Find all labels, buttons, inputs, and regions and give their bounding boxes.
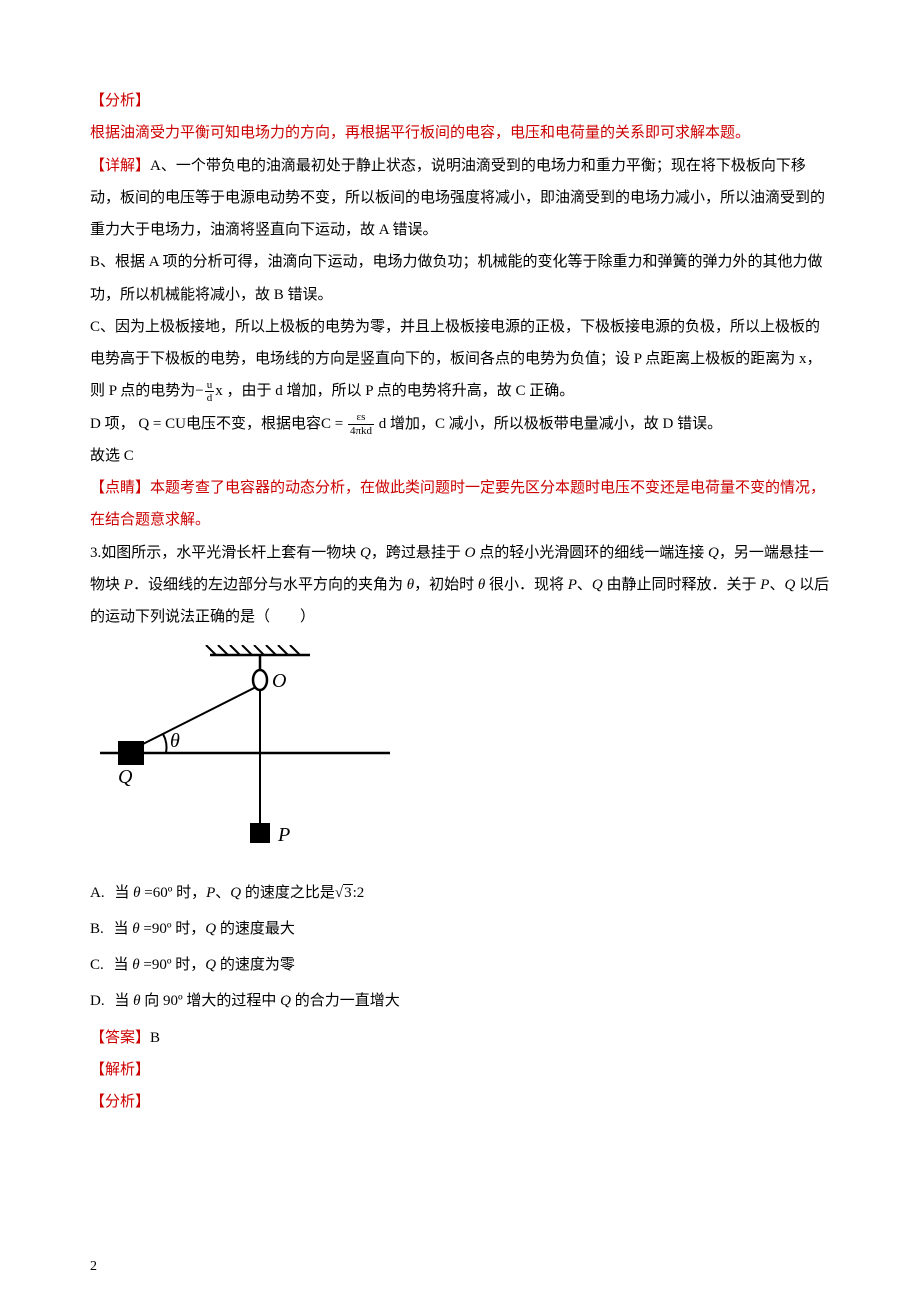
detail-d-pre: D 项， xyxy=(90,416,135,432)
fig-label-O: O xyxy=(272,670,286,692)
detail-d-eq2: C = εs4πkd xyxy=(321,416,375,432)
q3-text-6: ，初始时 xyxy=(414,577,478,593)
fig-label-theta: θ xyxy=(170,730,180,752)
answer-value: B xyxy=(150,1030,160,1046)
q3-number: 3. xyxy=(90,545,101,561)
q3-Q3: Q xyxy=(592,577,603,593)
q3-theta1: θ xyxy=(407,577,414,593)
detail-choose: 故选 C xyxy=(90,448,134,464)
q3-text-1: 如图所示，水平光滑长杆上套有一物块 xyxy=(101,545,360,561)
analysis-label: 【分析】 xyxy=(90,93,150,109)
detail-b: B、根据 A 项的分析可得，油滴向下运动，电场力做负功；机械能的变化等于除重力和… xyxy=(90,254,823,302)
option-b: B. 当 θ =90º 时，Q 的速度最大 xyxy=(90,913,830,945)
analysis-label-2: 【分析】 xyxy=(90,1094,150,1110)
option-c: C. 当 θ =90º 时，Q 的速度为零 xyxy=(90,949,830,981)
answer-label: 【答案】 xyxy=(90,1030,150,1046)
option-d: D. 当 θ 向 90º 增大的过程中 Q 的合力一直增大 xyxy=(90,985,830,1017)
q3-figure: O Q θ P xyxy=(100,645,830,862)
q3-text-8: 、 xyxy=(577,577,592,593)
q3-O: O xyxy=(465,545,476,561)
detail-d-mid1: 电压不变，根据电容 xyxy=(186,416,321,432)
q3-P1: P xyxy=(124,577,133,593)
detail-c-post: ，由于 d 增加，所以 P 点的电势将升高，故 C 正确。 xyxy=(223,383,575,399)
q3-Q2: Q xyxy=(708,545,719,561)
analysis-body: 根据油滴受力平衡可知电场力的方向，再根据平行板间的电容，电压和电荷量的关系即可求… xyxy=(90,125,750,141)
q3-text-2: ，跨过悬挂于 xyxy=(371,545,465,561)
q3-text-8b: 、 xyxy=(769,577,784,593)
q3-text-5: ．设细线的左边部分与水平方向的夹角为 xyxy=(133,577,407,593)
detail-d-eq1: Q = CU xyxy=(138,416,186,432)
detail-label: 【详解】 xyxy=(90,158,150,174)
hint-body: 本题考查了电容器的动态分析，在做此类问题时一定要先区分本题时电压不变还是电荷量不… xyxy=(90,480,825,528)
q3-text-7: 很小．现将 xyxy=(485,577,568,593)
q3-Q1: Q xyxy=(360,545,371,561)
detail-d-post: d 增加，C 减小，所以极板带电量减小，故 D 错误。 xyxy=(375,416,722,432)
hint-label: 【点睛】 xyxy=(90,480,150,496)
q3-text-3: 点的轻小光滑圆环的细线一端连接 xyxy=(475,545,708,561)
explain-label: 【解析】 xyxy=(90,1062,150,1078)
detail-c-frac: −udx xyxy=(195,383,222,399)
page-number: 2 xyxy=(90,1252,97,1282)
option-a: A. 当 θ =60º 时，P、Q 的速度之比是√3:2 xyxy=(90,877,830,909)
q3-text-9: 由静止同时释放．关于 xyxy=(603,577,761,593)
q3-Q4: Q xyxy=(784,577,795,593)
q3-P2: P xyxy=(568,577,577,593)
detail-a: A、一个带负电的油滴最初处于静止状态，说明油滴受到的电场力和重力平衡；现在将下极… xyxy=(90,158,825,239)
fig-label-Q: Q xyxy=(118,766,133,788)
fig-label-P: P xyxy=(277,824,290,846)
